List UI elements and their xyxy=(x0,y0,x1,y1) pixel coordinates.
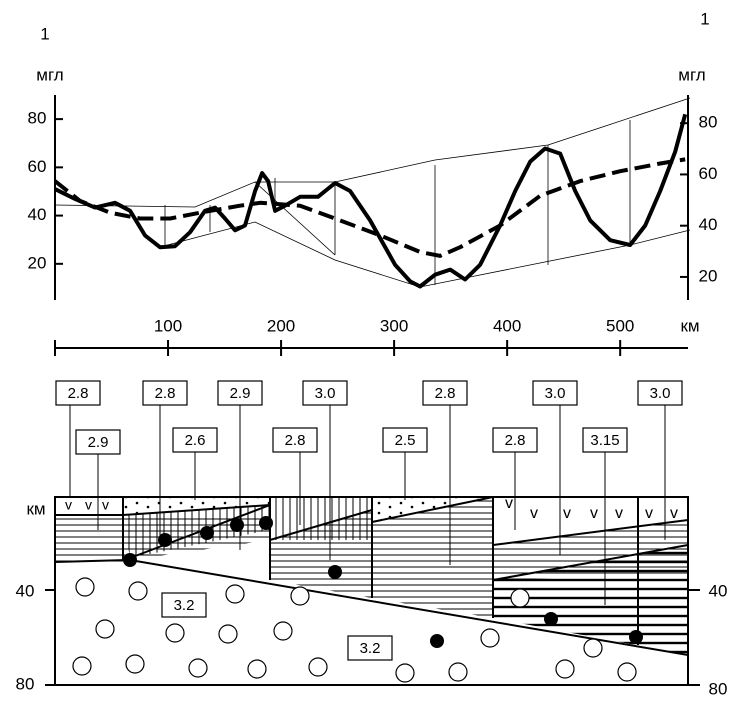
density-label: 3.0 xyxy=(650,385,671,402)
x-tick-label: 400 xyxy=(493,316,521,335)
density-label: 2.9 xyxy=(88,434,109,451)
source-point xyxy=(259,516,273,530)
y2-tick-label: 80 xyxy=(699,113,718,132)
density-label: 2.5 xyxy=(395,432,416,449)
mantle-circle xyxy=(126,655,144,673)
source-point xyxy=(430,634,444,648)
depth-label: км xyxy=(26,499,45,518)
mantle-circle xyxy=(73,657,91,675)
density-label: 3.2 xyxy=(174,597,195,614)
source-point xyxy=(230,518,244,532)
mantle-circle xyxy=(226,585,244,603)
density-label: 2.8 xyxy=(155,385,176,402)
profile-line xyxy=(55,114,685,286)
depth-tick: 80 xyxy=(709,679,728,698)
mantle-circle xyxy=(96,620,114,638)
mantle-circle xyxy=(76,578,94,596)
svg-text:v: v xyxy=(530,505,538,522)
x-tick-label: 500 xyxy=(606,316,634,335)
source-point xyxy=(629,630,643,644)
svg-text:v: v xyxy=(85,497,92,513)
svg-text:v: v xyxy=(505,495,513,512)
x-axis-label: км xyxy=(680,316,699,335)
density-label: 2.8 xyxy=(505,432,526,449)
x-tick-label: 300 xyxy=(380,316,408,335)
density-label: 3.2 xyxy=(360,640,381,657)
density-label: 3.15 xyxy=(590,432,619,449)
mantle-circle xyxy=(166,624,184,642)
mantle-circle xyxy=(189,659,207,677)
mantle-circle xyxy=(618,663,636,681)
mantle-circle xyxy=(556,660,574,678)
mantle-circle xyxy=(309,658,327,676)
density-label: 2.6 xyxy=(185,432,206,449)
x-tick-label: 100 xyxy=(154,316,182,335)
mantle-circle xyxy=(449,663,467,681)
svg-text:v: v xyxy=(615,505,623,522)
mantle-circle xyxy=(396,664,414,682)
y2-axis-label: мгл xyxy=(678,65,705,84)
mantle-circle xyxy=(219,625,237,643)
y-tick-label: 80 xyxy=(28,109,47,128)
svg-text:v: v xyxy=(645,505,653,522)
mantle-circle xyxy=(274,622,292,640)
mantle-circle xyxy=(291,587,309,605)
svg-text:v: v xyxy=(670,505,678,522)
svg-text:v: v xyxy=(102,497,109,513)
density-label: 2.8 xyxy=(68,385,89,402)
y2-tick-label: 20 xyxy=(699,266,718,285)
y-tick-label: 40 xyxy=(28,205,47,224)
panel-label: 1 xyxy=(40,24,49,43)
y2-tick-label: 40 xyxy=(699,215,718,234)
source-point xyxy=(328,565,342,579)
source-point xyxy=(200,526,214,540)
density-label: 3.0 xyxy=(315,385,336,402)
density-label: 2.8 xyxy=(435,385,456,402)
source-point xyxy=(123,553,137,567)
panel-label: 1 xyxy=(700,9,709,28)
svg-text:v: v xyxy=(563,505,571,522)
depth-tick: 40 xyxy=(709,581,728,600)
mantle-circle xyxy=(584,639,602,657)
mantle-circle xyxy=(129,582,147,600)
y-tick-label: 60 xyxy=(28,157,47,176)
svg-text:v: v xyxy=(590,505,598,522)
density-label: 2.9 xyxy=(230,385,251,402)
mantle-circle xyxy=(248,660,266,678)
y2-tick-label: 60 xyxy=(699,164,718,183)
mantle-circle xyxy=(481,629,499,647)
density-label: 2.8 xyxy=(285,432,306,449)
source-point xyxy=(544,612,558,626)
mantle-circle xyxy=(511,589,529,607)
depth-tick: 40 xyxy=(16,581,35,600)
density-label: 3.0 xyxy=(545,385,566,402)
source-point xyxy=(158,533,172,547)
y-axis-label: мгл xyxy=(36,65,63,84)
y-tick-label: 20 xyxy=(28,253,47,272)
page: 1 1 мгл мгл км xyxy=(0,0,739,702)
svg-text:v: v xyxy=(65,497,72,513)
depth-tick: 80 xyxy=(16,674,35,693)
figure: 1 1 мгл мгл км xyxy=(0,0,739,702)
x-tick-label: 200 xyxy=(267,316,295,335)
construction-lines xyxy=(55,98,690,287)
